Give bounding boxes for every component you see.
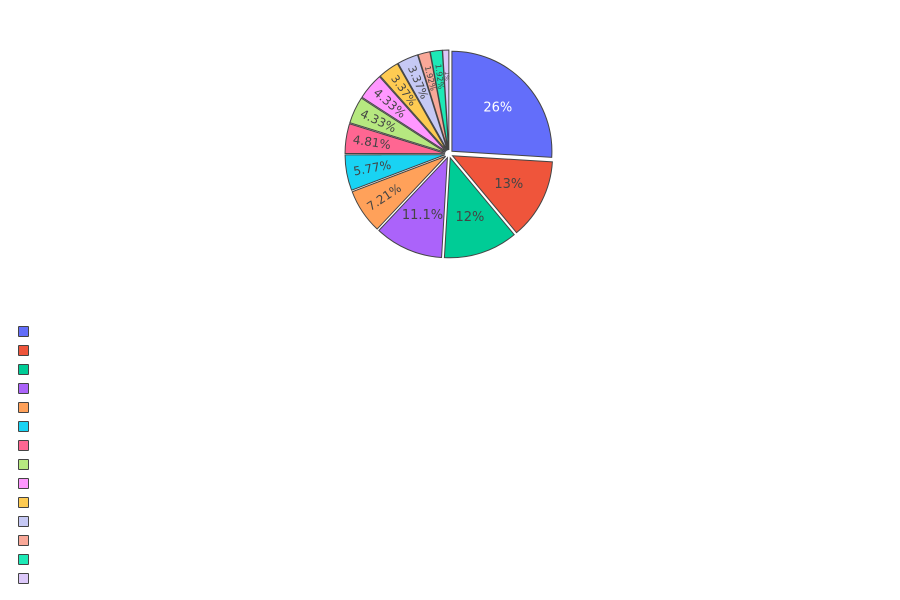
slice-label: 13% (494, 177, 523, 192)
legend-item[interactable] (18, 474, 35, 493)
pie-slice[interactable] (443, 156, 515, 259)
slice-label: 5.77% (352, 158, 392, 179)
legend-item[interactable] (18, 379, 35, 398)
legend-swatch (18, 440, 29, 451)
pie-slice[interactable] (379, 63, 448, 152)
legend-swatch (18, 326, 29, 337)
pie-slice[interactable] (378, 156, 448, 259)
legend-swatch (18, 459, 29, 470)
legend-item[interactable] (18, 322, 35, 341)
legend-swatch (18, 554, 29, 565)
pie-slice[interactable] (397, 54, 448, 151)
pie-slice[interactable] (344, 123, 446, 155)
slice-label: 1% (443, 71, 450, 81)
legend-item[interactable] (18, 531, 35, 550)
legend-swatch (18, 421, 29, 432)
slice-label: 12% (455, 210, 484, 225)
legend-swatch (18, 345, 29, 356)
pie-slice[interactable] (349, 97, 446, 153)
legend-swatch (18, 402, 29, 413)
legend-item[interactable] (18, 550, 35, 569)
slice-label: 1.92% (433, 63, 445, 90)
legend-swatch (18, 497, 29, 508)
legend-item[interactable] (18, 569, 35, 588)
slice-label: 26% (483, 101, 512, 116)
legend-swatch (18, 535, 29, 546)
legend-item[interactable] (18, 360, 35, 379)
legend-item[interactable] (18, 417, 35, 436)
pie-slice[interactable] (361, 75, 447, 152)
legend-swatch (18, 573, 29, 584)
legend-swatch (18, 364, 29, 375)
pie-slice[interactable] (351, 155, 447, 230)
legend-item[interactable] (18, 493, 35, 512)
legend-item[interactable] (18, 436, 35, 455)
slice-label: 11.1% (402, 208, 443, 223)
legend-item[interactable] (18, 512, 35, 531)
legend-swatch (18, 516, 29, 527)
legend-item[interactable] (18, 455, 35, 474)
legend (18, 322, 35, 588)
legend-item[interactable] (18, 398, 35, 417)
pie-slice[interactable] (451, 155, 553, 234)
legend-item[interactable] (18, 341, 35, 360)
legend-swatch (18, 478, 29, 489)
slice-label: 4.81% (352, 133, 392, 153)
pie-slice[interactable] (442, 49, 450, 151)
pie-slice[interactable] (344, 154, 446, 191)
legend-swatch (18, 383, 29, 394)
pie-slice[interactable] (451, 50, 553, 158)
